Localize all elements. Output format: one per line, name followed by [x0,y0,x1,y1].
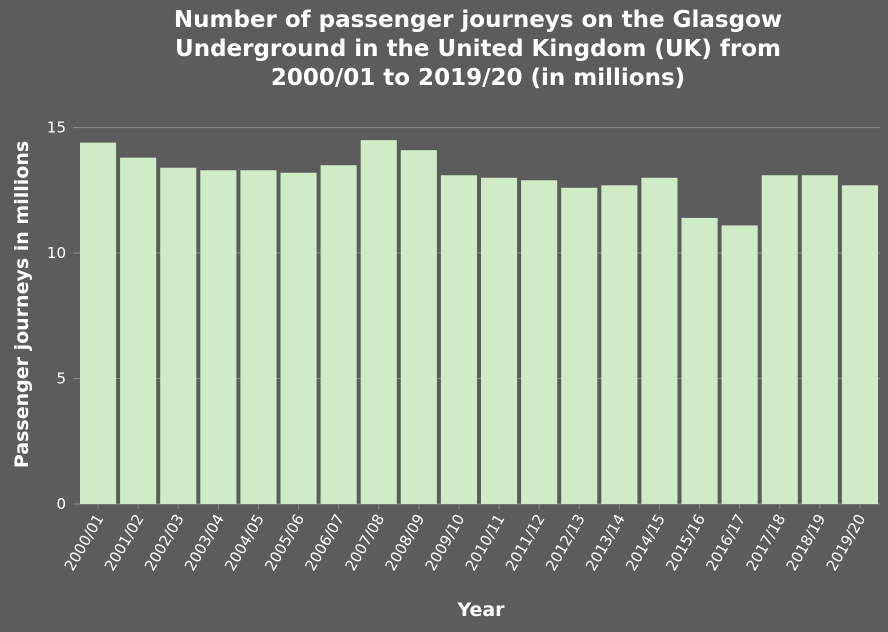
bar-2014-15 [641,177,678,504]
bar-2006-07 [320,165,357,504]
y-axis-ticks: 0 5 10 15 [47,119,78,513]
bar-2012-13 [561,187,598,504]
bar-2003-04 [200,170,237,504]
x-tick-label: 2019/20 [823,511,870,574]
chart-title-line-2: Underground in the United Kingdom (UK) f… [175,36,781,62]
bar-2019-20 [841,185,878,504]
bar-2015-16 [681,217,718,504]
bar-2016-17 [721,225,758,505]
y-tick-label: 15 [47,119,66,137]
bar-2005-06 [280,172,317,505]
y-tick-label: 0 [56,495,66,513]
bars [80,140,878,505]
bar-2018-19 [801,175,838,504]
x-axis-ticks: 2000/012001/022002/032003/042004/052005/… [61,504,870,574]
chart-title: Number of passenger journeys on the Glas… [174,7,782,91]
y-axis-label: Passenger journeys in millions [11,141,33,468]
bar-2002-03 [160,167,197,505]
chart-title-line-3: 2000/01 to 2019/20 (in millions) [271,65,685,91]
bar-2011-12 [521,180,558,504]
bar-2001-02 [120,157,157,504]
bar-2000-01 [80,142,117,504]
chart-title-line-1: Number of passenger journeys on the Glas… [174,7,782,33]
plot-area [78,105,880,504]
bar-2017-18 [761,175,798,504]
bar-2013-14 [601,185,638,504]
bar-2007-08 [360,140,397,504]
y-tick-label: 10 [47,244,66,262]
x-axis-label: Year [456,599,505,621]
y-tick-label: 5 [56,370,66,388]
bar-2004-05 [240,170,277,504]
bar-2009-10 [440,175,477,504]
bar-2008-09 [400,150,437,505]
bar-2010-11 [481,177,518,504]
